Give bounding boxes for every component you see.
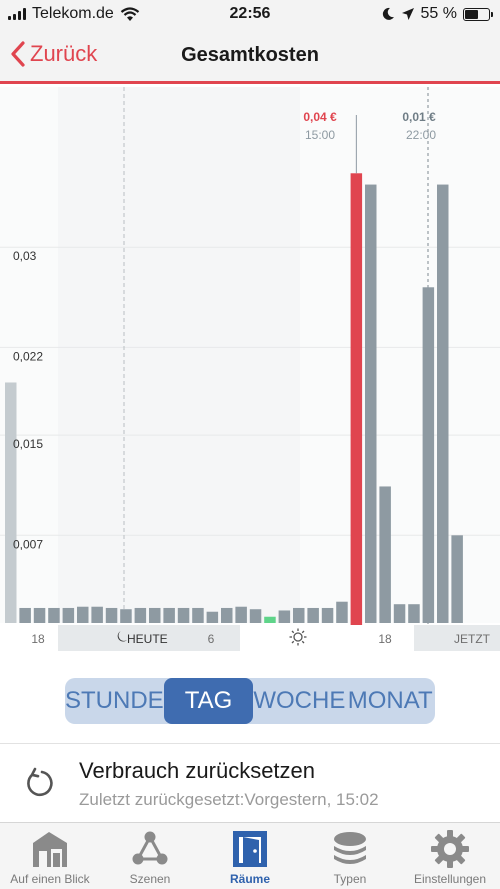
- sun-ray: [301, 640, 305, 644]
- x-tick-label-now: JETZT: [454, 632, 491, 646]
- status-left: Telekom.de: [8, 5, 140, 23]
- status-bar: Telekom.de 22:56 55 %: [0, 0, 500, 30]
- chart-bar: [105, 607, 118, 623]
- sun-icon: [293, 632, 303, 642]
- segment-monat[interactable]: MONAT: [347, 687, 433, 714]
- y-tick-label: 0,007: [13, 537, 43, 551]
- highlight-value-label: 0,04 €: [303, 110, 337, 124]
- tab-types[interactable]: Typen: [300, 823, 400, 889]
- chart-bar: [235, 606, 247, 623]
- x-tick-label: 18: [31, 632, 45, 646]
- chart-bar: [120, 609, 132, 623]
- x-axis-now-segment: [414, 625, 500, 651]
- chart-bar: [379, 486, 391, 623]
- chart-bar: [134, 607, 147, 623]
- chart-bar: [293, 607, 305, 623]
- chart-bar: [408, 604, 420, 623]
- chart-bar: [149, 607, 161, 623]
- carrier-label: Telekom.de: [32, 5, 114, 22]
- chart-bar: [437, 184, 449, 623]
- tab-label: Typen: [333, 872, 367, 886]
- tab-label: Szenen: [129, 872, 171, 886]
- chart-bar: [192, 607, 204, 623]
- status-time: 22:56: [229, 5, 271, 22]
- tab-scenes[interactable]: Szenen: [100, 823, 200, 889]
- tab-bar: Auf einen Blick Szenen Räume: [0, 822, 500, 889]
- chevron-left-icon: [11, 41, 25, 67]
- x-tick-label-today: HEUTE: [127, 632, 168, 646]
- segment-woche[interactable]: WOCHE: [253, 687, 346, 714]
- x-tick-label: 18: [378, 632, 392, 646]
- chart-bar: [249, 609, 262, 623]
- chart-bar-highlighted: [350, 173, 363, 633]
- scenes-icon: [129, 829, 171, 869]
- chart-bar: [91, 606, 103, 623]
- tab-label: Einstellungen: [413, 872, 487, 886]
- highlight-time-label: 15:00: [305, 128, 335, 142]
- y-tick-label: 0,03: [13, 249, 37, 263]
- chart-bar: [221, 607, 233, 623]
- chart-bar: [77, 606, 89, 623]
- chart-bar: [393, 604, 406, 623]
- gear-icon: [429, 829, 471, 869]
- reset-consumption-row[interactable]: Verbrauch zurücksetzen Zuletzt zurückges…: [0, 744, 500, 822]
- cost-chart[interactable]: 0,04 € 15:00 0,01 € 22:00 0,03 0,022 0,015 0,00…: [0, 87, 500, 653]
- chart-bar: [206, 611, 219, 623]
- signal-icon: [8, 8, 26, 20]
- back-label: Zurück: [30, 41, 98, 66]
- house-icon: [29, 829, 71, 869]
- chart-bar: [19, 607, 31, 623]
- y-tick-label: 0,015: [13, 437, 43, 451]
- chart-bar: [62, 607, 75, 623]
- chart-bar: [278, 610, 291, 623]
- door-icon: [229, 829, 271, 869]
- x-tick-label: 6: [208, 632, 215, 646]
- secondary-time-label: 22:00: [406, 128, 436, 142]
- segment-tag[interactable]: TAG: [163, 678, 254, 724]
- chart-bar: [264, 616, 276, 623]
- chart-bar: [163, 607, 175, 623]
- wifi-icon: [120, 6, 140, 21]
- moon-icon: [117, 631, 127, 642]
- status-right: 55 %: [381, 5, 493, 23]
- segment-stunde[interactable]: STUNDE: [65, 687, 164, 714]
- page-title: Gesamtkosten: [181, 44, 319, 66]
- chart-night-band: [58, 87, 300, 623]
- y-tick-label: 0,022: [13, 349, 43, 363]
- tab-settings[interactable]: Einstellungen: [400, 823, 500, 889]
- reset-icon: [27, 767, 53, 797]
- reset-subtitle: Zuletzt zurückgesetzt:Vorgestern, 15:02: [79, 790, 379, 809]
- chart-bar: [451, 535, 463, 623]
- chart-bar: [336, 601, 348, 623]
- tab-rooms[interactable]: Räume: [200, 823, 300, 889]
- layers-icon: [329, 829, 371, 869]
- chart-bar: [177, 607, 190, 623]
- moon-icon: [382, 7, 394, 20]
- secondary-value-label: 0,01 €: [402, 110, 436, 124]
- divider: [0, 743, 500, 744]
- chart-bar: [48, 607, 60, 623]
- battery-icon: [463, 7, 493, 21]
- sun-ray: [301, 630, 305, 634]
- tab-label: Räume: [229, 872, 270, 886]
- navigation-bar: Zurück Gesamtkosten: [0, 30, 500, 84]
- chart-bar: [321, 607, 334, 623]
- tab-label: Auf einen Blick: [10, 872, 90, 886]
- period-selector: STUNDE TAG WOCHE MONAT: [65, 678, 435, 724]
- x-axis-night-segment: [58, 625, 240, 651]
- chart-bar: [365, 184, 377, 623]
- chart-bar: [5, 382, 17, 623]
- chart-bar: [33, 607, 46, 623]
- sun-ray: [291, 630, 295, 634]
- chart-bar: [422, 287, 435, 623]
- sun-ray: [291, 640, 295, 644]
- chart-svg: 0,04 € 15:00 0,01 € 22:00 0,03 0,022 0,015 0,00…: [0, 87, 500, 653]
- location-icon: [401, 8, 414, 20]
- battery-level: [465, 9, 478, 19]
- chart-bar: [307, 607, 319, 623]
- back-button[interactable]: Zurück: [10, 41, 97, 67]
- battery-percent: 55 %: [420, 5, 457, 22]
- tab-overview[interactable]: Auf einen Blick: [0, 823, 100, 889]
- reset-title: Verbrauch zurücksetzen: [79, 758, 316, 783]
